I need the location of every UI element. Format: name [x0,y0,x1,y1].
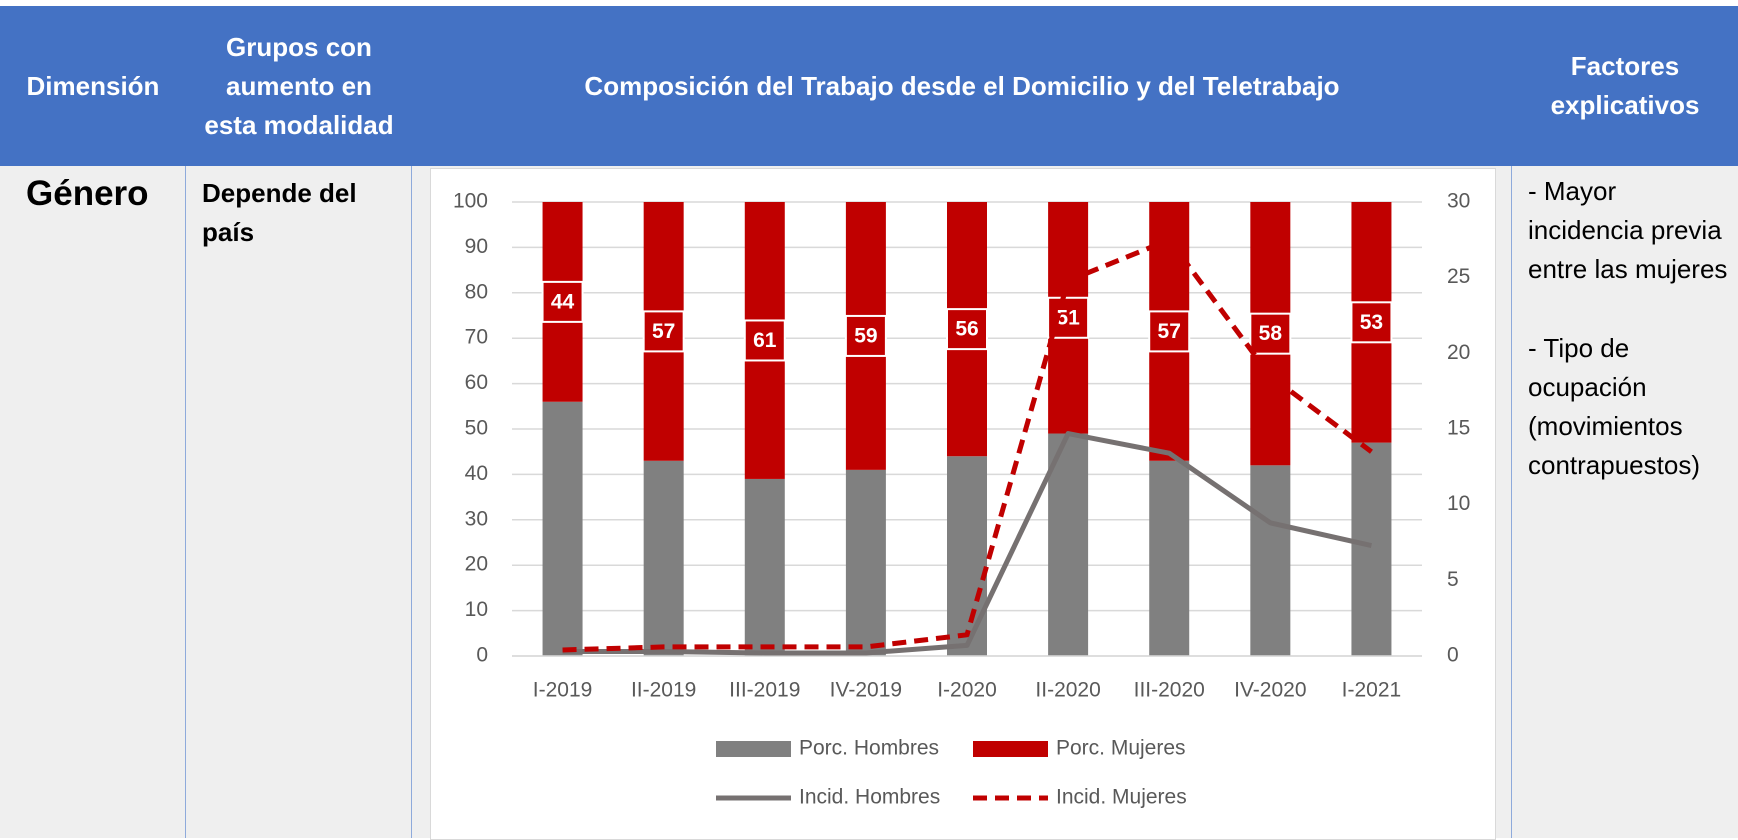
factor-text: - Tipo de ocupación (movimientos contrap… [1528,333,1700,480]
body-cell: Depende del país [186,166,412,838]
value-label: 51 [1056,306,1080,329]
header-cell: Composición del Trabajo desde el Domicil… [412,6,1512,166]
legend-label: Porc. Hombres [799,737,939,760]
bar [1149,460,1190,656]
value-label-box [1350,301,1393,344]
line [562,431,1372,656]
y-tick-label: 10 [465,598,488,621]
bar [542,401,583,656]
value-label-box [642,310,685,353]
value-label: 61 [753,329,777,352]
y-tick-label: 90 [465,235,488,258]
value-label-box [1249,312,1292,355]
bar [845,469,886,656]
line [562,237,1373,653]
y-tick-label: 100 [453,190,488,213]
value-label: 57 [1158,320,1181,343]
x-tick-label: I-2019 [533,679,593,702]
y-tick-label: 70 [465,326,488,349]
legend-label: Incid. Hombres [799,786,940,809]
bar [1351,442,1392,656]
value-label: 53 [1360,311,1383,334]
header-cell: Factores explicativos [1512,6,1738,166]
legend-label: Porc. Mujeres [1056,737,1186,760]
x-tick-label: II-2019 [631,679,696,702]
y-tick-label: 30 [465,507,488,530]
x-tick-label: I-2021 [1342,679,1402,702]
value-label-box [1148,310,1191,353]
y2-tick-label: 30 [1447,190,1470,213]
x-tick-label: II-2020 [1035,679,1100,702]
value-label-box [946,308,988,351]
value-label: 57 [652,320,675,343]
x-tick-label: III-2020 [1134,679,1205,702]
y-tick-label: 50 [465,417,488,440]
bar [1048,433,1089,656]
y-tick-label: 40 [465,462,488,485]
legend-label: Incid. Mujeres [1056,786,1187,809]
body-cell: Género [0,166,186,838]
legend-swatch [716,741,791,757]
y-tick-label: 0 [476,644,488,667]
header-cell: Dimensión [0,6,186,166]
legend-swatch [973,741,1048,757]
y-tick-label: 60 [465,371,488,394]
bar [1250,465,1291,656]
value-label: 56 [955,318,978,341]
bar [947,456,987,656]
bar [643,460,684,656]
x-tick-label: IV-2019 [830,679,902,702]
bar [744,478,785,656]
value-label: 44 [551,290,575,313]
value-label: 58 [1259,322,1283,345]
y-tick-label: 20 [465,553,488,576]
y2-tick-label: 15 [1447,417,1470,440]
y2-tick-label: 5 [1447,568,1459,591]
value-label-box [1047,296,1090,339]
y2-tick-label: 20 [1447,341,1470,364]
value-label-box [541,280,584,323]
value-label: 59 [854,324,877,347]
y2-tick-label: 25 [1447,265,1470,288]
factor-text: - Mayor incidencia previa entre las muje… [1528,176,1728,284]
body-cell: - Mayor incidencia previa entre las muje… [1512,166,1738,838]
y2-tick-label: 0 [1447,644,1459,667]
x-tick-label: IV-2020 [1234,679,1306,702]
header-cell: Grupos con aumento en esta modalidad [186,6,412,166]
value-label-box [844,314,887,357]
x-tick-label: III-2019 [729,679,800,702]
x-tick-label: I-2020 [937,679,997,702]
y2-tick-label: 10 [1447,492,1470,515]
y-tick-label: 80 [465,280,488,303]
value-label-box [743,319,786,362]
